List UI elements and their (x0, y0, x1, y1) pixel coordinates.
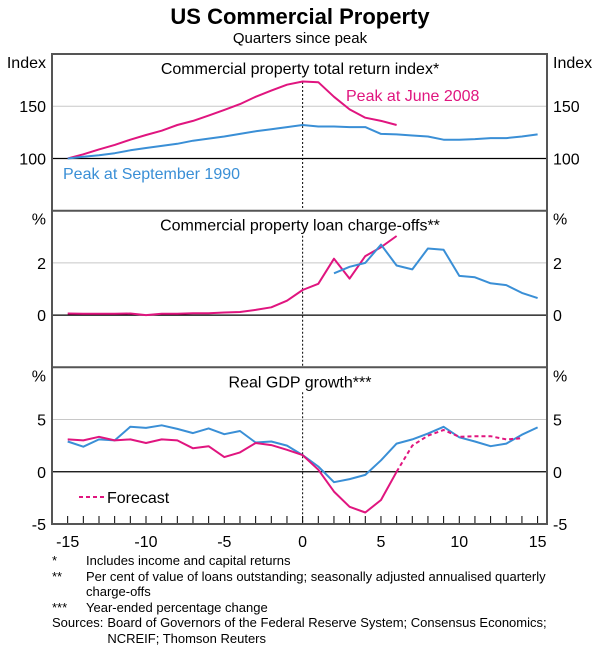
x-tick-label: 15 (529, 534, 547, 551)
panel-3: -5 -50 05 5% %Real GDP growth***Forecast-15-… (32, 368, 568, 551)
y-tick-label-left: -5 (32, 517, 46, 534)
y-tick-label-left: 150 (19, 99, 46, 116)
y-tick-label-right: 0 (553, 465, 562, 482)
panel-title: Commercial property total return index* (161, 61, 439, 78)
y-tick-label-left: 0 (37, 465, 46, 482)
series-line-peak_2008 (67, 235, 398, 317)
panel-title: Real GDP growth*** (229, 374, 372, 391)
annotation-peak-2008: Peak at June 2008 (346, 88, 480, 105)
footnote: ** Per cent of value of loans outstanding… (52, 569, 592, 600)
y-tick-label-left: 100 (19, 151, 46, 168)
panel-1: 100 100 150 150 Index Index Commercial propert… (7, 55, 592, 211)
series-line-peak_1990 (333, 243, 538, 300)
chart-subtitle: Quarters since peak (233, 30, 368, 47)
sources-label: Sources: (52, 615, 104, 630)
footnote-mark: ** (52, 568, 63, 584)
series-line-peak_2008 (67, 435, 398, 514)
footnote-text: Includes income and capital returns (86, 553, 291, 568)
x-tick-label: -15 (56, 534, 79, 551)
sources: Sources: Board of Governors of the Federa… (52, 615, 592, 646)
series-line-peak_2008 (67, 80, 397, 160)
footnote-mark: *** (52, 599, 68, 615)
y-tick-label-left: 5 (37, 413, 46, 430)
y-axis-unit-left: % (32, 212, 46, 229)
panel-2: 0 0 2 2% % Commercial property loan charge-of… (32, 212, 567, 368)
footnote: *** Year-ended percentage change (52, 600, 592, 616)
sources-text: Board of Governors of the Federal Reserv… (107, 615, 547, 646)
footnotes: * Includes income and capital returns ** P… (52, 553, 592, 646)
y-axis-unit-left: Index (7, 55, 46, 72)
x-tick-label: 0 (298, 534, 307, 551)
legend-forecast-label: Forecast (107, 490, 170, 507)
y-axis-unit-right: Index (553, 55, 592, 72)
x-tick-label: -10 (134, 534, 157, 551)
annotation-peak-1990: Peak at September 1990 (63, 166, 240, 183)
y-tick-label-right: 5 (553, 413, 562, 430)
footnote-text: Year-ended percentage change (86, 599, 268, 615)
plot-frame (51, 53, 548, 525)
panel-title: Commercial property loan charge-offs** (160, 218, 440, 235)
y-tick-label-right: 2 (553, 256, 562, 273)
footnote: * Includes income and capital returns (52, 553, 592, 569)
y-tick-label-left: 0 (37, 308, 46, 325)
y-axis-unit-right: % (553, 212, 567, 229)
chart-title: US Commercial Property (170, 4, 430, 29)
x-tick-label: 5 (377, 534, 386, 551)
footnote-mark: * (52, 553, 58, 568)
x-tick-label: 10 (450, 534, 468, 551)
footnote-text: Per cent of value of loans outstanding; … (86, 568, 546, 600)
y-tick-label-right: 150 (553, 99, 580, 116)
y-tick-label-right: -5 (553, 517, 567, 534)
y-axis-unit-right: % (553, 368, 567, 385)
y-axis-unit-left: % (32, 368, 46, 385)
y-tick-label-left: 2 (37, 256, 46, 273)
x-tick-label: -5 (217, 534, 231, 551)
y-tick-label-right: 100 (553, 151, 580, 168)
series-line-peak_2008-forecast (395, 429, 522, 473)
y-tick-label-right: 0 (553, 308, 562, 325)
